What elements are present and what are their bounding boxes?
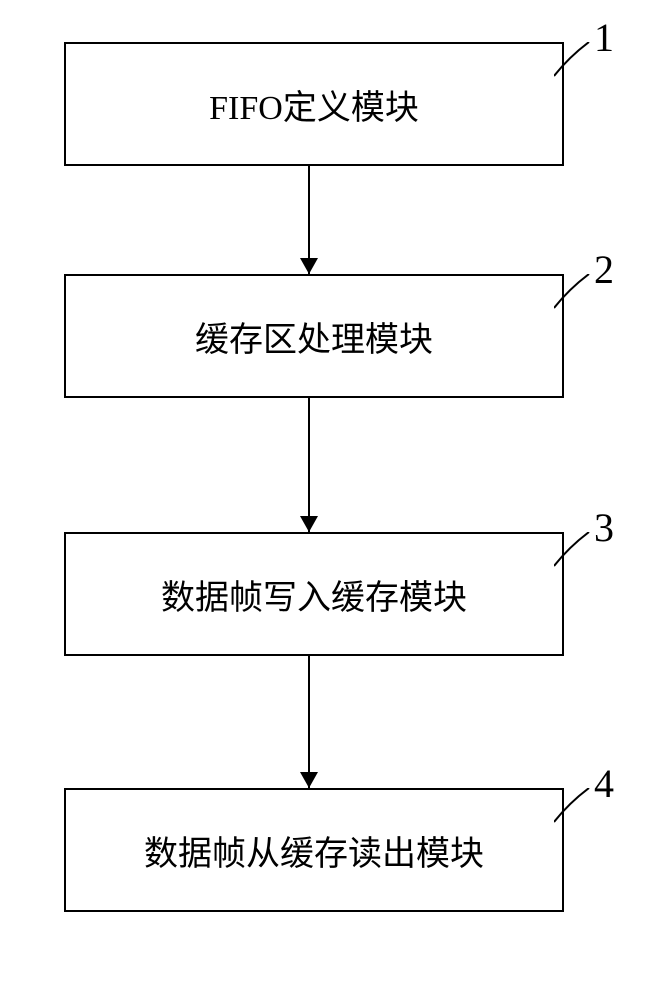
- flowchart-arrow-2: [308, 398, 310, 532]
- callout-3: [554, 532, 599, 572]
- flowchart-node-3: 数据帧写入缓存模块: [64, 532, 564, 656]
- flowchart-container: FIFO定义模块 1 缓存区处理模块 2 数据帧写入缓存模块 3 数据帧从缓存读…: [64, 42, 564, 912]
- flowchart-label-2: 2: [594, 246, 614, 293]
- flowchart-node-4: 数据帧从缓存读出模块: [64, 788, 564, 912]
- flowchart-node-4-text: 数据帧从缓存读出模块: [144, 826, 484, 875]
- flowchart-node-3-text: 数据帧写入缓存模块: [161, 570, 467, 619]
- flowchart-node-1: FIFO定义模块: [64, 42, 564, 166]
- flowchart-label-3: 3: [594, 504, 614, 551]
- callout-4: [554, 788, 599, 828]
- callout-1: [554, 42, 599, 82]
- arrow-head-icon: [300, 258, 318, 274]
- arrow-head-icon: [300, 772, 318, 788]
- flowchart-node-2-text: 缓存区处理模块: [195, 312, 433, 361]
- flowchart-arrow-1: [308, 166, 310, 274]
- flowchart-label-4: 4: [594, 760, 614, 807]
- flowchart-arrow-3: [308, 656, 310, 788]
- arrow-line: [308, 398, 310, 532]
- flowchart-node-2: 缓存区处理模块: [64, 274, 564, 398]
- callout-2: [554, 274, 599, 314]
- arrow-head-icon: [300, 516, 318, 532]
- flowchart-node-1-text: FIFO定义模块: [209, 80, 419, 129]
- arrow-line: [308, 656, 310, 788]
- flowchart-label-1: 1: [594, 14, 614, 61]
